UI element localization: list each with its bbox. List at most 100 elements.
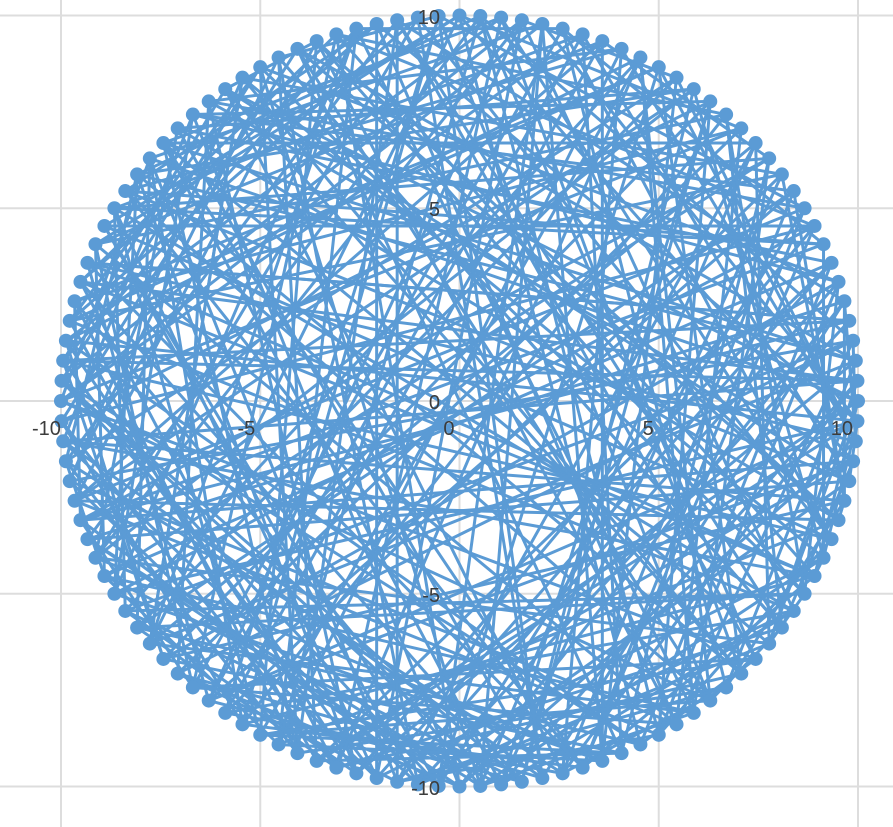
x-tick-label: 5 xyxy=(642,418,654,440)
graph-node xyxy=(80,255,95,270)
graph-node xyxy=(535,16,550,31)
graph-node xyxy=(185,107,200,122)
graph-edge xyxy=(176,126,743,676)
graph-node xyxy=(54,414,69,429)
graph-node xyxy=(142,151,157,166)
graph-node xyxy=(797,586,812,601)
graph-node xyxy=(118,184,133,199)
graph-node xyxy=(797,201,812,216)
graph-node xyxy=(130,167,145,182)
graph-edge xyxy=(85,261,585,770)
graph-edge xyxy=(223,609,796,715)
graph-node xyxy=(218,82,233,97)
graph-node xyxy=(774,167,789,182)
graph-node xyxy=(719,680,734,695)
graph-node xyxy=(816,237,831,252)
graph-edge xyxy=(135,626,642,746)
graph-node xyxy=(369,16,384,31)
graph-node xyxy=(185,680,200,695)
graph-edge xyxy=(135,592,807,630)
graph-edge xyxy=(240,14,441,726)
graph-node xyxy=(774,620,789,635)
graph-node xyxy=(73,513,88,528)
graph-node xyxy=(850,414,865,429)
graph-node xyxy=(54,394,68,408)
graph-edge xyxy=(78,459,855,522)
graph-edge xyxy=(61,27,358,363)
graph-node xyxy=(837,294,852,309)
graph-node xyxy=(271,737,286,752)
graph-node xyxy=(235,717,250,732)
graph-node xyxy=(390,774,405,789)
graph-edge xyxy=(61,359,834,541)
graph-node xyxy=(703,94,718,109)
graph-edge xyxy=(123,47,624,193)
graph-edge xyxy=(102,574,524,784)
graph-node xyxy=(309,34,324,49)
graph-node xyxy=(734,121,749,136)
graph-node xyxy=(633,50,648,65)
graph-edge xyxy=(148,14,461,646)
x-tick-label: -5 xyxy=(237,418,256,440)
graph-node xyxy=(575,27,590,42)
graph-node xyxy=(786,603,801,618)
graph-node xyxy=(88,550,103,565)
graph-node xyxy=(107,586,122,601)
graph-node xyxy=(349,21,364,36)
graph-node xyxy=(349,766,364,781)
graph-node xyxy=(253,60,268,75)
graph-edge xyxy=(675,76,858,443)
graph-node xyxy=(452,779,467,794)
graph-edge xyxy=(64,339,859,423)
graph-node xyxy=(595,34,610,49)
graph-node xyxy=(410,777,425,792)
graph-node xyxy=(846,454,861,469)
graph-edge xyxy=(148,76,244,646)
graph-nodes xyxy=(54,8,865,794)
graph-node xyxy=(831,513,846,528)
graph-node xyxy=(762,636,777,651)
graph-node xyxy=(595,753,610,768)
graph-edge xyxy=(724,113,807,596)
graph-edge xyxy=(458,14,642,746)
graph-node xyxy=(842,474,857,489)
graph-node xyxy=(170,666,185,681)
graph-node xyxy=(369,771,384,786)
graph-node xyxy=(290,41,305,56)
graph-node xyxy=(850,373,865,388)
graph-edge xyxy=(499,609,796,786)
graph-edge xyxy=(112,32,585,210)
graph-edge xyxy=(395,685,728,784)
graph-edge xyxy=(561,27,834,541)
graph-edge xyxy=(148,27,358,646)
graph-node xyxy=(555,21,570,36)
graph-edges xyxy=(59,14,860,788)
graph-edge xyxy=(135,156,152,630)
graph-edge xyxy=(223,87,743,676)
graph-node xyxy=(734,666,749,681)
graph-node xyxy=(669,717,684,732)
graph-edge xyxy=(561,27,826,246)
graph-node xyxy=(54,373,69,388)
graph-node xyxy=(130,620,145,635)
graph-edge xyxy=(657,99,712,737)
graph-node xyxy=(614,41,629,56)
graph-edge xyxy=(315,39,841,522)
graph-edge xyxy=(315,419,859,763)
y-tick-label: -5 xyxy=(422,584,440,607)
graph-edge xyxy=(93,16,420,560)
y-tick-label: -10 xyxy=(411,777,440,800)
graph-edge xyxy=(60,379,503,786)
graph-edge xyxy=(176,672,461,788)
graph-node xyxy=(614,746,629,761)
graph-edge xyxy=(315,39,679,726)
graph-node xyxy=(807,569,822,584)
graph-edge xyxy=(780,172,846,503)
graph-edge xyxy=(93,242,106,578)
graph-edge xyxy=(478,556,826,788)
graph-node xyxy=(201,94,216,109)
graph-edge xyxy=(123,189,712,703)
graph-node xyxy=(73,274,88,289)
